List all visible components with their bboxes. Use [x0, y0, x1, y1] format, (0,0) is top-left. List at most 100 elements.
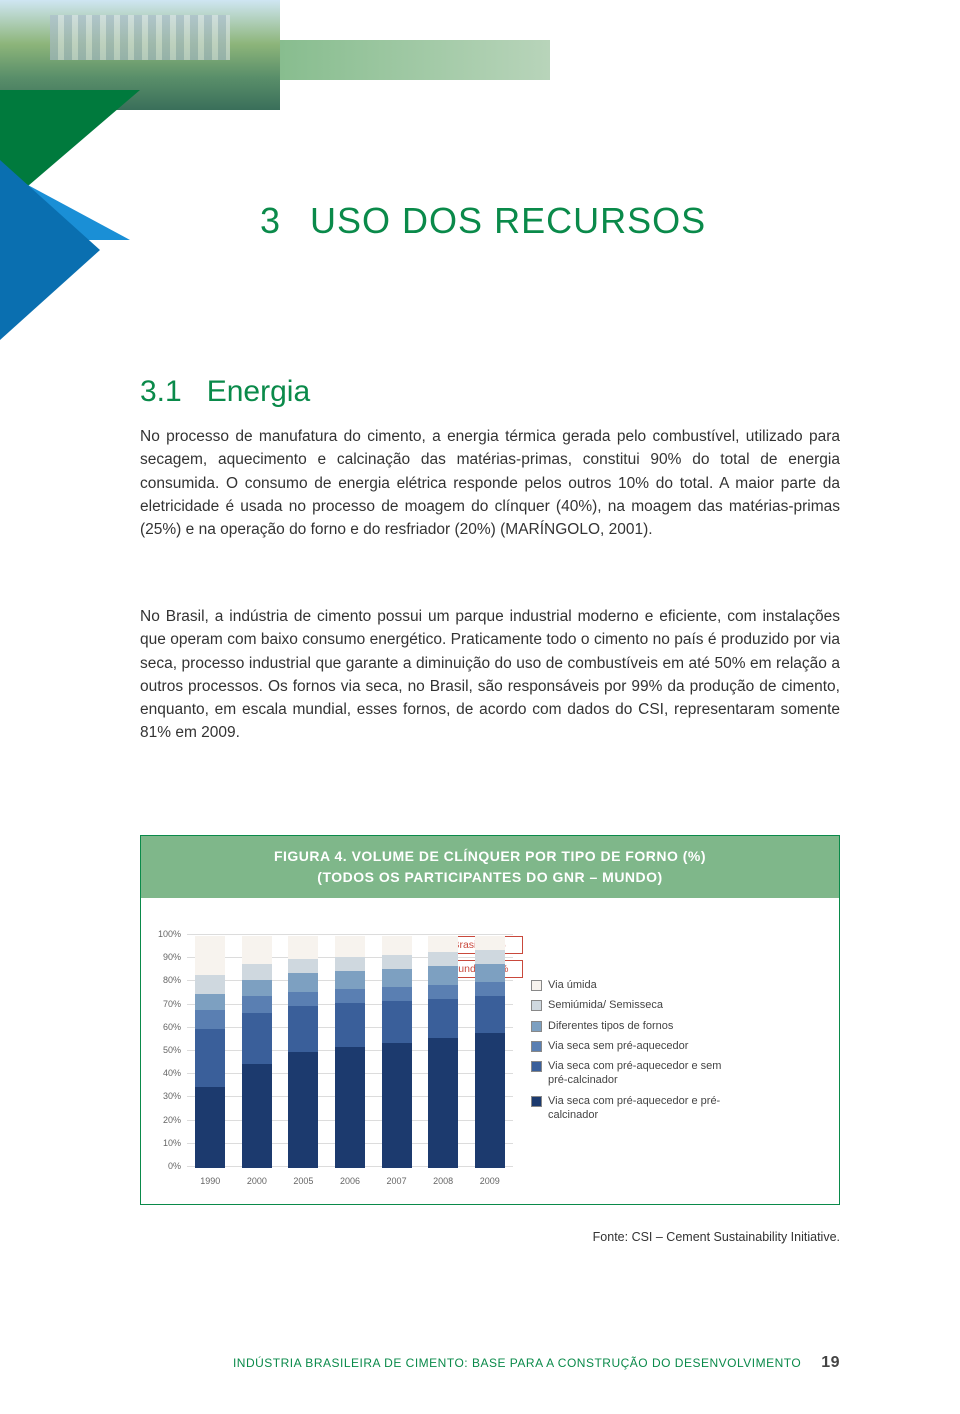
- y-tick-label: 20%: [149, 1115, 181, 1125]
- legend-item: Via úmida: [531, 978, 741, 992]
- bar-segment: [382, 955, 412, 969]
- bar-segment: [382, 969, 412, 988]
- chart-legend: Via úmida Semiúmida/ Semisseca Diferentes …: [531, 916, 741, 1186]
- bar-segment: [195, 1029, 225, 1087]
- x-tick-label: 2000: [237, 1176, 277, 1186]
- y-tick-label: 10%: [149, 1138, 181, 1148]
- bar-segment: [195, 1010, 225, 1029]
- bar-segment: [382, 987, 412, 1001]
- bar: [335, 936, 365, 1168]
- bar-segment: [242, 1064, 272, 1168]
- legend-swatch: [531, 1096, 542, 1107]
- section-title: 3.1 Energia: [140, 375, 310, 409]
- legend-item: Via seca com pré-aquecedor e sem pré-cal…: [531, 1059, 741, 1088]
- legend-swatch: [531, 1000, 542, 1011]
- bar-segment: [288, 973, 318, 992]
- chart-container: Brasil: 99% Mundo: 81% 0%10%20%30%40%50%…: [141, 898, 839, 1204]
- y-tick-label: 80%: [149, 975, 181, 985]
- bars-row: [187, 936, 513, 1168]
- bar-segment: [475, 982, 505, 996]
- bar-segment: [335, 936, 365, 957]
- legend-label: Via úmida: [548, 978, 597, 992]
- bar: [382, 936, 412, 1168]
- paragraph-1: No processo de manufatura do cimento, a …: [140, 425, 840, 541]
- bar-segment: [242, 996, 272, 1012]
- legend-label: Semiúmida/ Semisseca: [548, 998, 663, 1012]
- legend-swatch: [531, 1021, 542, 1032]
- legend-label: Via seca com pré-aquecedor e pré-calcina…: [548, 1094, 741, 1123]
- bar-segment: [475, 964, 505, 983]
- bar-segment: [335, 989, 365, 1003]
- y-tick-label: 60%: [149, 1022, 181, 1032]
- bar-segment: [335, 957, 365, 971]
- bar-segment: [335, 1003, 365, 1047]
- x-tick-label: 2005: [283, 1176, 323, 1186]
- y-tick-label: 70%: [149, 999, 181, 1009]
- y-tick-label: 30%: [149, 1091, 181, 1101]
- x-tick-label: 2006: [330, 1176, 370, 1186]
- legend-label: Via seca sem pré-aquecedor: [548, 1039, 688, 1053]
- section-number: 3.1: [140, 375, 182, 408]
- bar-segment: [288, 936, 318, 959]
- chapter-title: 3 USO DOS RECURSOS: [260, 200, 706, 242]
- legend-item: Diferentes tipos de fornos: [531, 1019, 741, 1033]
- bar-segment: [335, 1047, 365, 1168]
- x-tick-label: 1990: [190, 1176, 230, 1186]
- chart-area: Brasil: 99% Mundo: 81% 0%10%20%30%40%50%…: [153, 916, 513, 1186]
- paragraph-2: No Brasil, a indústria de cimento possui…: [140, 605, 840, 745]
- bar-segment: [382, 1043, 412, 1168]
- figure-header: FIGURA 4. VOLUME DE CLÍNQUER POR TIPO DE…: [141, 836, 839, 898]
- bar-segment: [428, 985, 458, 999]
- bar-segment: [195, 975, 225, 994]
- y-tick-label: 0%: [149, 1161, 181, 1171]
- bar-segment: [242, 1013, 272, 1064]
- legend-swatch: [531, 1041, 542, 1052]
- figure-source: Fonte: CSI – Cement Sustainability Initi…: [593, 1230, 840, 1244]
- chapter-title-text: USO DOS RECURSOS: [310, 200, 706, 241]
- figure-title-line1: FIGURA 4. VOLUME DE CLÍNQUER POR TIPO DE…: [274, 848, 706, 864]
- y-tick-label: 100%: [149, 929, 181, 939]
- bar-segment: [475, 950, 505, 964]
- bar-segment: [475, 1033, 505, 1168]
- bar-segment: [288, 959, 318, 973]
- page-number: 19: [821, 1354, 840, 1372]
- y-tick-label: 90%: [149, 952, 181, 962]
- bar-segment: [428, 1038, 458, 1168]
- figure-title-line2: (TODOS OS PARTICIPANTES DO GNR – MUNDO): [317, 869, 662, 885]
- legend-item: Via seca sem pré-aquecedor: [531, 1039, 741, 1053]
- bar-segment: [428, 999, 458, 1038]
- corner-triangle-blue: [0, 160, 100, 340]
- bar-segment: [428, 936, 458, 952]
- bar-segment: [382, 1001, 412, 1043]
- bar: [195, 936, 225, 1168]
- bar: [242, 936, 272, 1168]
- legend-swatch: [531, 980, 542, 991]
- bar: [475, 936, 505, 1168]
- bar-segment: [288, 1006, 318, 1052]
- bar: [428, 936, 458, 1168]
- bar-segment: [242, 964, 272, 980]
- legend-item: Semiúmida/ Semisseca: [531, 998, 741, 1012]
- section-title-text: Energia: [207, 375, 310, 408]
- legend-swatch: [531, 1061, 542, 1072]
- bar-segment: [288, 1052, 318, 1168]
- legend-item: Via seca com pré-aquecedor e pré-calcina…: [531, 1094, 741, 1123]
- bar-segment: [195, 936, 225, 975]
- footer-text: INDÚSTRIA BRASILEIRA DE CIMENTO: BASE PA…: [233, 1356, 801, 1370]
- x-tick-label: 2009: [470, 1176, 510, 1186]
- figure-4-box: FIGURA 4. VOLUME DE CLÍNQUER POR TIPO DE…: [140, 835, 840, 1205]
- y-tick-label: 40%: [149, 1068, 181, 1078]
- bar-segment: [382, 936, 412, 955]
- bar-segment: [288, 992, 318, 1006]
- bar-segment: [475, 936, 505, 950]
- y-tick-label: 50%: [149, 1045, 181, 1055]
- legend-label: Diferentes tipos de fornos: [548, 1019, 673, 1033]
- bar-segment: [242, 936, 272, 964]
- bar-segment: [242, 980, 272, 996]
- x-tick-label: 2007: [377, 1176, 417, 1186]
- legend-label: Via seca com pré-aquecedor e sem pré-cal…: [548, 1059, 741, 1088]
- bar-segment: [475, 996, 505, 1033]
- bar-segment: [428, 952, 458, 966]
- bar-segment: [195, 994, 225, 1010]
- bar-segment: [428, 966, 458, 985]
